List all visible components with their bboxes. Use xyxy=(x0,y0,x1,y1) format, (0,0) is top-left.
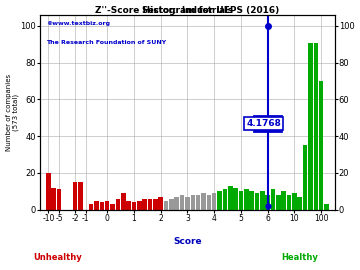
Bar xyxy=(185,197,190,210)
Bar xyxy=(276,195,281,210)
Text: ©www.textbiz.org: ©www.textbiz.org xyxy=(46,21,110,26)
Bar xyxy=(196,195,201,210)
X-axis label: Score: Score xyxy=(173,237,202,246)
Bar xyxy=(57,190,61,210)
Bar xyxy=(207,195,211,210)
Title: Z''-Score Histogram for UEPS (2016): Z''-Score Histogram for UEPS (2016) xyxy=(95,6,280,15)
Bar xyxy=(303,146,307,210)
Bar xyxy=(212,193,216,210)
Bar xyxy=(175,197,179,210)
Text: Healthy: Healthy xyxy=(281,252,318,262)
Bar xyxy=(126,201,131,210)
Bar xyxy=(271,190,275,210)
Bar xyxy=(190,195,195,210)
Bar xyxy=(260,191,265,210)
Bar xyxy=(94,201,99,210)
Bar xyxy=(164,201,168,210)
Bar xyxy=(153,199,158,210)
Bar xyxy=(201,193,206,210)
Bar xyxy=(89,204,94,210)
Text: The Research Foundation of SUNY: The Research Foundation of SUNY xyxy=(46,40,166,45)
Bar xyxy=(308,43,313,210)
Bar xyxy=(158,197,163,210)
Bar xyxy=(73,182,77,210)
Bar xyxy=(180,195,184,210)
Bar xyxy=(116,199,120,210)
Text: Unhealthy: Unhealthy xyxy=(33,252,82,262)
Bar xyxy=(324,204,329,210)
Bar xyxy=(169,199,174,210)
Bar xyxy=(244,190,248,210)
Bar xyxy=(78,182,83,210)
Bar xyxy=(297,197,302,210)
Bar xyxy=(46,173,51,210)
Bar xyxy=(217,191,222,210)
Bar xyxy=(143,199,147,210)
Bar xyxy=(148,199,152,210)
Bar xyxy=(51,188,56,210)
Bar xyxy=(319,81,323,210)
Bar xyxy=(265,195,270,210)
Bar xyxy=(105,201,109,210)
Bar xyxy=(228,186,233,210)
Bar xyxy=(239,191,243,210)
Bar xyxy=(132,202,136,210)
Bar xyxy=(255,193,259,210)
Bar xyxy=(282,191,286,210)
Bar xyxy=(292,193,297,210)
Bar xyxy=(110,204,115,210)
Bar xyxy=(287,195,291,210)
Bar xyxy=(249,191,254,210)
Bar xyxy=(222,190,227,210)
Bar xyxy=(314,43,318,210)
Bar xyxy=(121,193,126,210)
Text: 4.1768: 4.1768 xyxy=(246,119,281,128)
Bar xyxy=(100,202,104,210)
Bar xyxy=(233,188,238,210)
Y-axis label: Number of companies
(573 total): Number of companies (573 total) xyxy=(5,74,19,151)
Text: Sector:  Industrials: Sector: Industrials xyxy=(142,6,233,15)
Bar xyxy=(137,201,141,210)
